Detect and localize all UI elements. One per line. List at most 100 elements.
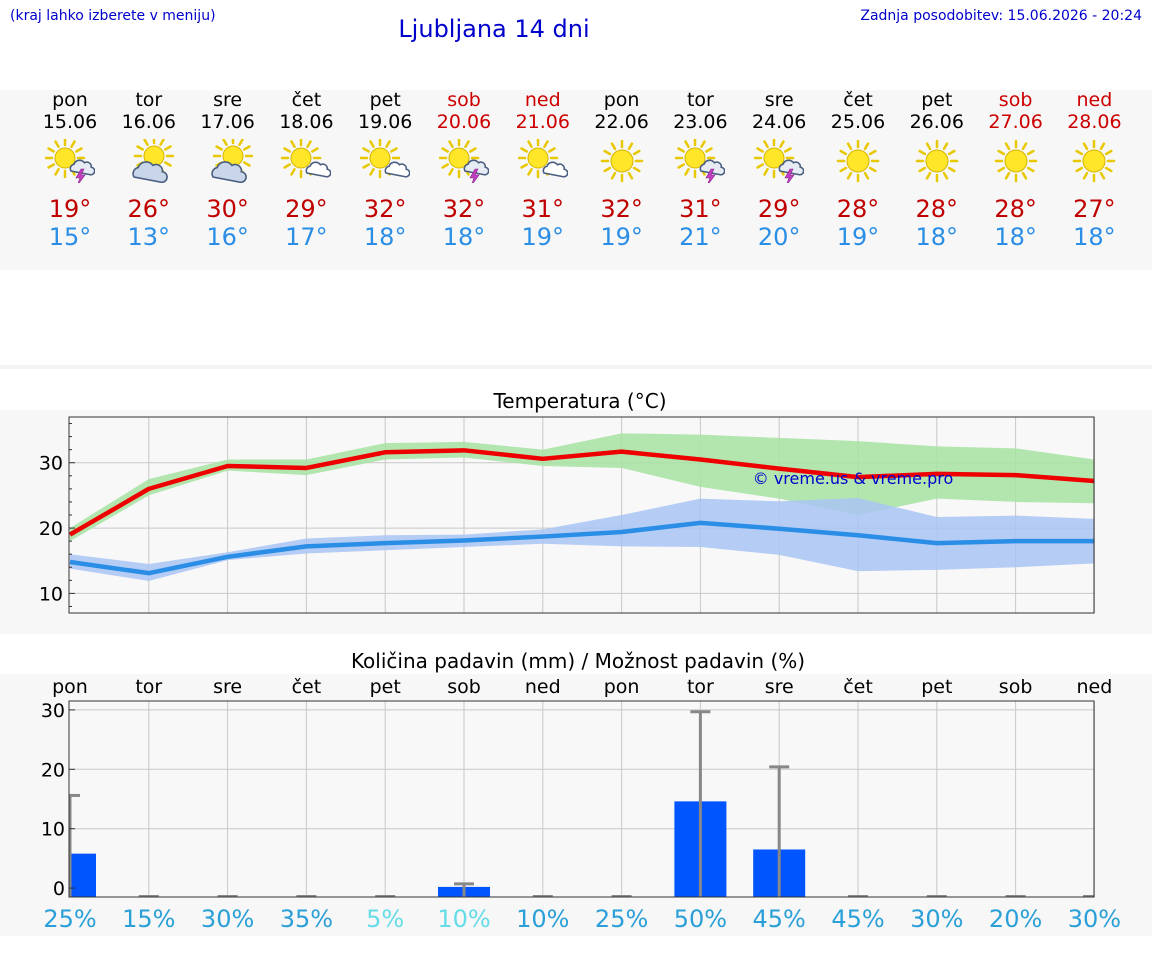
precip-probability: 30% xyxy=(910,905,963,933)
page-title: Ljubljana 14 dni xyxy=(398,15,590,43)
day-label: ned xyxy=(1077,676,1113,698)
temp-max: 28° xyxy=(994,195,1037,223)
temp-max: 32° xyxy=(600,195,643,223)
temp-min: 18° xyxy=(994,223,1037,251)
day-date: 28.06 xyxy=(1067,111,1122,133)
cloudy-sun-icon xyxy=(132,139,174,183)
precipitation-plot-frame xyxy=(68,700,1095,898)
day-forecast: čet 25.06 28° 19° xyxy=(818,89,898,251)
precip-probability: 20% xyxy=(989,905,1042,933)
precipitation-chart-title: Količina padavin (mm) / Možnost padavin … xyxy=(351,649,805,673)
day-forecast: pon 15.06 19° 15° xyxy=(30,89,110,251)
y-tick-label: 10 xyxy=(39,583,63,605)
temp-min: 13° xyxy=(127,223,171,251)
day-name: sre xyxy=(764,89,794,111)
day-name: pon xyxy=(52,89,88,111)
precip-bar xyxy=(69,853,96,897)
temp-min: 21° xyxy=(679,223,722,251)
temp-min: 15° xyxy=(48,223,92,251)
precip-probability: 15% xyxy=(122,905,175,933)
sun-small-cloud-icon xyxy=(281,139,332,179)
day-forecast: sre 24.06 29° 20° xyxy=(739,89,819,251)
day-name: tor xyxy=(686,89,714,111)
temp-min: 18° xyxy=(442,223,486,251)
day-name: čet xyxy=(843,89,873,111)
day-forecast: ned 28.06 27° 18° xyxy=(1054,89,1134,251)
day-forecast: sob 27.06 28° 18° xyxy=(976,89,1056,251)
temp-min: 18° xyxy=(915,223,959,251)
sun-icon xyxy=(600,139,643,183)
day-label: sob xyxy=(447,676,481,698)
day-date: 26.06 xyxy=(909,111,964,133)
precip-probability: 45% xyxy=(831,905,884,933)
precip-probability: 10% xyxy=(437,905,490,933)
day-name: tor xyxy=(135,89,163,111)
temp-max: 27° xyxy=(1073,195,1116,223)
day-label: sob xyxy=(999,676,1033,698)
temp-min: 18° xyxy=(363,223,407,251)
temp-min: 18° xyxy=(1073,223,1116,251)
day-date: 20.06 xyxy=(436,111,492,133)
y-tick-label: 20 xyxy=(41,759,65,781)
day-date: 21.06 xyxy=(515,111,570,133)
precip-probability: 30% xyxy=(201,905,254,933)
temp-max: 19° xyxy=(48,195,92,223)
day-label: pon xyxy=(52,676,88,698)
day-date: 23.06 xyxy=(673,111,728,133)
day-label: sre xyxy=(765,676,794,698)
max-temp-line xyxy=(68,448,1095,537)
min-temp-range-band xyxy=(70,498,1095,581)
day-date: 16.06 xyxy=(121,111,176,133)
y-tick-label: 30 xyxy=(41,700,65,722)
day-name: sre xyxy=(213,89,243,111)
precip-probability: 50% xyxy=(674,905,727,933)
day-forecast: tor 16.06 26° 13° xyxy=(109,89,189,251)
sun-small-cloud-icon xyxy=(360,139,411,179)
y-tick-label: 30 xyxy=(39,453,63,475)
day-date: 18.06 xyxy=(279,111,334,133)
day-label: sre xyxy=(213,676,242,698)
precip-probability: 5% xyxy=(366,905,404,933)
temp-max: 28° xyxy=(915,195,959,223)
y-tick-label: 0 xyxy=(53,878,65,900)
day-name: ned xyxy=(524,89,561,111)
temp-max: 31° xyxy=(521,195,565,223)
separator xyxy=(0,365,1152,369)
temp-max: 30° xyxy=(206,195,249,223)
day-forecast: sre 17.06 30° 16° xyxy=(188,89,268,251)
watermark: © vreme.us & vreme.pro xyxy=(753,469,954,488)
day-label: pet xyxy=(370,676,401,698)
day-name: ned xyxy=(1076,89,1113,111)
temp-min: 19° xyxy=(836,223,880,251)
temp-max: 32° xyxy=(442,195,486,223)
day-forecast: čet 18.06 29° 17° xyxy=(266,89,346,251)
precip-probability: 35% xyxy=(280,905,333,933)
day-label: pon xyxy=(604,676,640,698)
sun-icon xyxy=(1073,139,1116,183)
temp-max: 32° xyxy=(363,195,407,223)
temp-max: 28° xyxy=(836,195,880,223)
day-name: sob xyxy=(998,89,1033,111)
day-date: 19.06 xyxy=(357,111,413,133)
cloudy-sun-icon xyxy=(210,139,253,183)
precipitation-plot-area xyxy=(69,701,1094,897)
sun-icon xyxy=(915,139,959,183)
day-label: pet xyxy=(921,676,952,698)
precip-probability: 25% xyxy=(43,905,96,933)
temp-min: 20° xyxy=(757,223,801,251)
day-forecast: pet 26.06 28° 18° xyxy=(897,89,977,251)
day-name: pet xyxy=(921,89,953,111)
day-label: čet xyxy=(843,676,873,698)
temp-min: 19° xyxy=(521,223,565,251)
sun-cloud-storm-icon xyxy=(675,139,726,183)
temperature-chart: Temperatura (°C) © vreme.us & vreme.pro … xyxy=(39,389,1095,614)
day-name: pet xyxy=(369,89,401,111)
day-label: ned xyxy=(525,676,561,698)
day-forecast: tor 23.06 31° 21° xyxy=(660,89,740,251)
temp-max: 31° xyxy=(679,195,722,223)
precip-probability: 30% xyxy=(1068,905,1121,933)
day-date: 22.06 xyxy=(594,111,649,133)
temp-max: 29° xyxy=(285,195,328,223)
day-date: 25.06 xyxy=(830,111,886,133)
precip-probability: 25% xyxy=(595,905,648,933)
